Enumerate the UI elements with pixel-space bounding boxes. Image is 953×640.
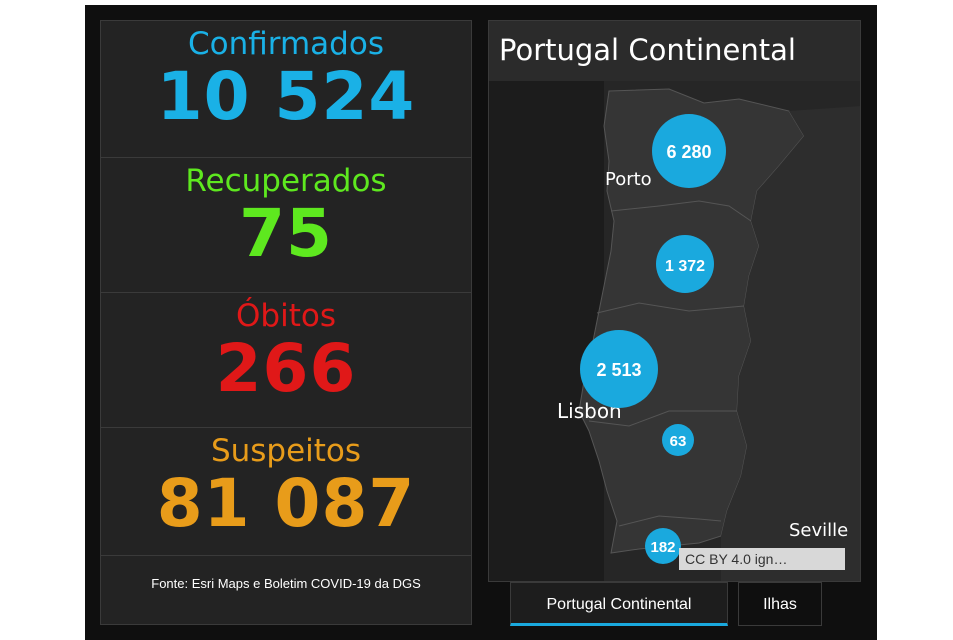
map-title: Portugal Continental [489, 21, 860, 81]
city-label-porto: Porto [605, 169, 652, 190]
city-label-seville: Seville [789, 520, 848, 541]
map-panel[interactable]: Portugal Continental Porto Lisbon Sevill… [488, 20, 861, 582]
bubble-algarve[interactable]: 182 [645, 528, 681, 564]
source-note: Fonte: Esri Maps e Boletim COVID-19 da D… [151, 576, 421, 591]
portugal-map[interactable]: Porto Lisbon Seville 6 280 1 372 2 513 6… [489, 81, 861, 581]
bubble-value-porto: 6 280 [666, 142, 711, 162]
bubble-porto[interactable]: 6 280 [652, 114, 726, 188]
bubble-alentejo[interactable]: 63 [662, 424, 694, 456]
stats-panel: Confirmados 10 524 Recuperados 75 Óbitos… [100, 20, 472, 625]
bubble-value-centro: 1 372 [665, 258, 705, 275]
bubble-value-alentejo: 63 [670, 433, 687, 450]
bubble-value-algarve: 182 [650, 539, 675, 556]
confirmed-stat: Confirmados 10 524 [101, 21, 471, 158]
map-tabs: Portugal Continental Ilhas [488, 582, 861, 630]
suspected-stat: Suspeitos 81 087 [101, 428, 471, 556]
map-attribution[interactable]: CC BY 4.0 ign… [679, 548, 845, 570]
recovered-stat: Recuperados 75 [101, 158, 471, 293]
suspected-label: Suspeitos [210, 433, 362, 469]
deaths-label: Óbitos [236, 298, 336, 334]
bubble-centro[interactable]: 1 372 [656, 235, 714, 293]
confirmed-label: Confirmados [188, 26, 384, 62]
tab-ilhas[interactable]: Ilhas [738, 582, 822, 626]
deaths-stat: Óbitos 266 [101, 293, 471, 428]
confirmed-value: 10 524 [156, 58, 416, 135]
bubble-value-lisbon: 2 513 [596, 360, 641, 380]
bubble-lisbon[interactable]: 2 513 [580, 330, 658, 408]
suspected-value: 81 087 [156, 465, 416, 542]
deaths-value: 266 [215, 330, 357, 407]
tab-portugal-continental[interactable]: Portugal Continental [510, 582, 728, 626]
recovered-label: Recuperados [185, 163, 387, 199]
recovered-value: 75 [239, 195, 333, 272]
dashboard: Confirmados 10 524 Recuperados 75 Óbitos… [85, 5, 877, 640]
